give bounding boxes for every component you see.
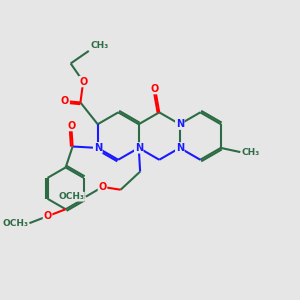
Text: O: O	[79, 76, 87, 87]
Text: O: O	[44, 211, 52, 221]
Text: O: O	[98, 182, 106, 192]
Text: O: O	[151, 84, 159, 94]
Text: O: O	[61, 96, 69, 106]
Text: CH₃: CH₃	[242, 148, 260, 157]
Text: O: O	[67, 121, 75, 130]
Text: OCH₃: OCH₃	[58, 192, 84, 201]
Text: N: N	[94, 143, 102, 153]
Text: N: N	[135, 143, 143, 153]
Text: N: N	[176, 119, 184, 129]
Text: OCH₃: OCH₃	[2, 219, 28, 228]
Text: N: N	[94, 143, 102, 153]
Text: N: N	[176, 143, 184, 153]
Text: CH₃: CH₃	[90, 40, 108, 50]
